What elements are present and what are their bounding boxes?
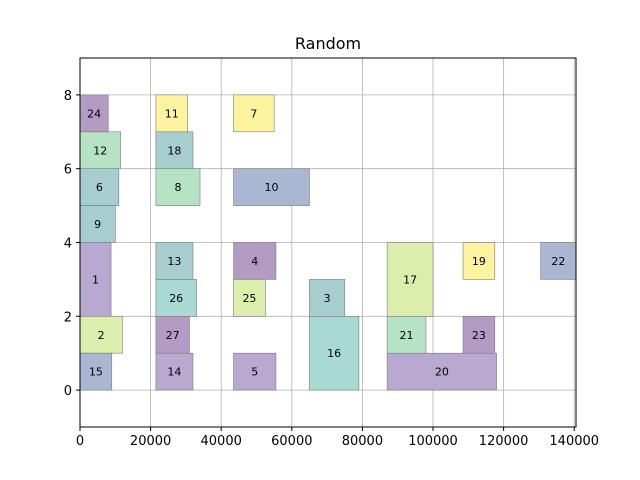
box-23: 23 [462,315,496,354]
box-rect [79,94,109,133]
box-label: 8 [174,181,181,194]
y-tick-label: 0 [64,384,72,399]
x-tick-label: 0 [76,434,84,449]
box-rect [155,315,190,354]
box-rect [79,131,121,170]
box-7: 7 [233,94,275,133]
box-5: 5 [233,352,277,391]
x-tick-label: 60000 [271,434,312,449]
box-label: 21 [400,329,414,342]
box-label: 22 [551,255,565,268]
box-rect [233,168,310,206]
box-label: 16 [327,347,341,360]
box-label: 18 [167,144,181,157]
box-label: 7 [250,107,257,120]
box-25: 25 [233,279,266,317]
box-rect [79,205,116,243]
box-label: 24 [87,107,101,120]
chart-title: Random [295,34,361,53]
box-15: 15 [79,352,113,391]
box-label: 25 [242,292,256,305]
box-rect [155,242,194,280]
y-tick-label: 6 [64,163,72,178]
box-label: 23 [472,329,486,342]
box-label: 27 [166,329,180,342]
box-6: 6 [79,168,120,206]
x-tick-label: 120000 [479,434,529,449]
box-label: 14 [167,366,181,379]
box-rect [233,352,277,391]
box-rect [462,242,496,280]
box-1: 1 [79,242,112,317]
box-label: 11 [165,107,179,120]
box-rect [233,94,275,133]
rectangles-group: 1234567891011121314151617181920212223242… [79,94,577,391]
box-21: 21 [386,315,427,354]
box-13: 13 [155,242,194,280]
box-label: 4 [251,255,258,268]
box-17: 17 [386,242,434,317]
box-label: 12 [93,144,107,157]
box-label: 19 [472,255,486,268]
box-label: 3 [324,292,331,305]
box-rect [233,279,266,317]
box-rect [79,315,123,354]
box-10: 10 [233,168,310,206]
box-label: 26 [169,292,183,305]
box-label: 10 [265,181,279,194]
box-14: 14 [155,352,194,391]
x-tick-label: 100000 [408,434,458,449]
box-4: 4 [233,242,277,280]
box-2: 2 [79,315,123,354]
box-label: 13 [167,255,181,268]
axis-ticks: 0 20000 40000 60000 80000 100000 120000 140000 0… [64,89,599,449]
y-tick-label: 2 [64,310,72,325]
box-label: 17 [403,273,417,286]
box-16: 16 [309,315,360,391]
box-label: 9 [94,218,101,231]
box-22: 22 [540,242,577,280]
box-26: 26 [155,279,197,317]
box-9: 9 [79,205,116,243]
box-rect [309,279,346,317]
box-label: 15 [89,366,103,379]
box-rect [309,315,360,391]
box-rect [155,352,194,391]
box-rect [386,242,434,317]
box-rect [155,131,194,170]
box-19: 19 [462,242,496,280]
y-tick-label: 4 [64,237,72,252]
y-tick-label: 8 [64,89,72,104]
box-rect [79,352,113,391]
x-tick-label: 140000 [549,434,599,449]
box-24: 24 [79,94,109,133]
box-label: 2 [98,329,105,342]
box-27: 27 [155,315,190,354]
box-label: 1 [92,273,99,286]
box-18: 18 [155,131,194,170]
box-20: 20 [386,352,497,391]
box-label: 6 [96,181,103,194]
box-rect [540,242,577,280]
box-rect [386,352,497,391]
box-12: 12 [79,131,121,170]
box-8: 8 [155,168,201,206]
x-tick-label: 20000 [130,434,171,449]
x-tick-label: 40000 [201,434,242,449]
box-rect [79,168,120,206]
box-rect [462,315,496,354]
x-tick-label: 80000 [342,434,383,449]
box-11: 11 [155,94,188,133]
box-rect [233,242,277,280]
box-label: 5 [251,366,258,379]
box-rect [386,315,427,354]
box-label: 20 [435,366,449,379]
box-3: 3 [309,279,346,317]
box-rect [155,168,201,206]
